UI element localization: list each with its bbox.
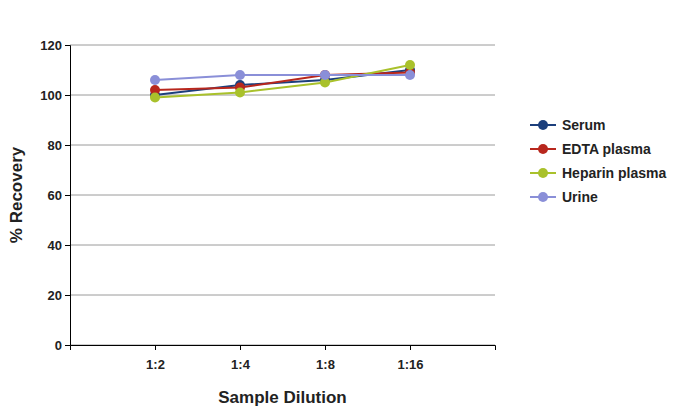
y-tick-mark xyxy=(65,245,70,246)
x-tick: 1:2 xyxy=(146,345,165,372)
x-axis-line xyxy=(71,346,496,351)
y-tick-mark xyxy=(65,295,70,296)
x-axis-title: Sample Dilution xyxy=(218,388,346,407)
series-marker xyxy=(405,70,415,80)
grid xyxy=(70,45,495,345)
y-tick-mark xyxy=(65,45,70,46)
series-marker xyxy=(320,70,330,80)
x-tick-label: 1:2 xyxy=(146,357,165,372)
y-tick-label: 80 xyxy=(48,138,62,153)
grid-line xyxy=(70,295,495,296)
legend-marker xyxy=(538,168,548,178)
y-tick: 80 xyxy=(48,138,70,153)
x-tick-label: 1:4 xyxy=(231,357,251,372)
grid-line xyxy=(70,245,495,246)
y-axis: 0 20 40 60 80 100 120 xyxy=(40,38,70,353)
x-tick-label: 1:16 xyxy=(397,357,423,372)
legend-marker xyxy=(538,192,548,202)
x-axis: 1:2 1:4 1:8 1:16 xyxy=(71,345,496,372)
legend-label: Serum xyxy=(562,117,606,133)
y-tick-label: 40 xyxy=(48,238,62,253)
y-tick: 40 xyxy=(48,238,70,253)
y-tick: 100 xyxy=(40,88,70,103)
legend: Serum EDTA plasma Heparin plasma Urine xyxy=(530,117,666,205)
series-marker xyxy=(235,88,245,98)
x-tick-mark xyxy=(155,345,156,350)
series-line xyxy=(155,75,410,80)
legend-label: Urine xyxy=(562,189,598,205)
x-tick-label: 1:8 xyxy=(316,357,335,372)
series-marker xyxy=(150,93,160,103)
grid-line xyxy=(70,145,495,146)
legend-item: EDTA plasma xyxy=(530,141,651,157)
y-tick-label: 120 xyxy=(40,38,62,53)
x-tick: 1:4 xyxy=(231,345,251,372)
legend-item: Urine xyxy=(530,189,598,205)
y-axis-line xyxy=(65,46,71,346)
legend-marker xyxy=(538,120,548,130)
x-tick-mark xyxy=(325,345,326,350)
y-tick-label: 60 xyxy=(48,188,62,203)
y-tick-label: 20 xyxy=(48,288,62,303)
y-tick-mark xyxy=(65,195,70,196)
y-tick: 60 xyxy=(48,188,70,203)
y-tick-label: 0 xyxy=(55,338,62,353)
series-marker xyxy=(405,60,415,70)
y-tick: 0 xyxy=(55,338,70,353)
y-tick: 20 xyxy=(48,288,70,303)
grid-line xyxy=(70,45,495,46)
chart: 0 20 40 60 80 100 120 1:2 1:4 1:8 1:16 Sample Dilut… xyxy=(0,0,694,415)
y-tick-label: 100 xyxy=(40,88,62,103)
series-marker xyxy=(235,70,245,80)
plot-area: 0 20 40 60 80 100 120 1:2 1:4 1:8 1:16 xyxy=(40,38,495,372)
legend-marker xyxy=(538,144,548,154)
grid-line xyxy=(70,195,495,196)
x-tick: 1:8 xyxy=(316,345,335,372)
grid-line xyxy=(70,95,495,96)
y-tick-mark xyxy=(65,345,70,346)
x-tick-mark xyxy=(240,345,241,350)
y-tick: 120 xyxy=(40,38,70,53)
y-tick-mark xyxy=(65,95,70,96)
legend-item: Serum xyxy=(530,117,606,133)
legend-item: Heparin plasma xyxy=(530,165,666,181)
series-marker xyxy=(320,70,330,80)
series-line xyxy=(155,65,410,98)
series-group xyxy=(150,60,415,103)
series-marker xyxy=(150,75,160,85)
legend-label: Heparin plasma xyxy=(562,165,666,181)
y-tick-mark xyxy=(65,145,70,146)
y-axis-title: % Recovery xyxy=(7,146,26,243)
x-tick-mark xyxy=(410,345,411,350)
x-tick: 1:16 xyxy=(397,345,423,372)
legend-label: EDTA plasma xyxy=(562,141,651,157)
